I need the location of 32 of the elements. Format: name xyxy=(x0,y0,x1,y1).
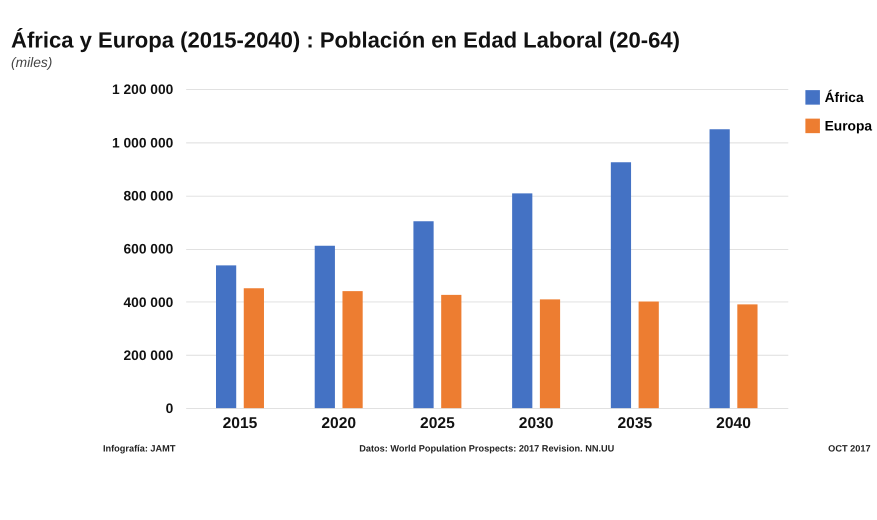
bar xyxy=(216,265,236,408)
y-tick-label: 800 000 xyxy=(124,188,174,204)
x-tick-label: 2035 xyxy=(617,414,653,432)
x-tick-label: 2020 xyxy=(321,414,356,432)
bar xyxy=(441,294,462,408)
bar xyxy=(314,246,335,408)
text: (miles) xyxy=(11,55,52,70)
x-tick-label: 2025 xyxy=(420,414,456,432)
bar xyxy=(413,221,434,408)
y-tick-label: 200 000 xyxy=(124,348,174,363)
text: OCT 2017 xyxy=(828,443,871,454)
x-tick-label: 2030 xyxy=(518,414,554,432)
bar xyxy=(638,302,659,408)
legend-label: Europa xyxy=(824,118,872,134)
bar xyxy=(737,304,758,408)
x-tick-label: 2040 xyxy=(716,414,752,432)
bar xyxy=(610,162,632,408)
chart-title: África y Europa (2015-2040) : Población en Edad Laboral (20-64) xyxy=(11,28,680,53)
y-tick-label: 1 200 000 xyxy=(112,82,174,98)
y-tick-label: 1 000 000 xyxy=(112,135,174,150)
x-tick-label: 2015 xyxy=(222,414,258,432)
bar xyxy=(244,288,264,408)
text: Infografía: JAMT xyxy=(102,443,176,454)
bar xyxy=(710,129,730,408)
legend-label: África xyxy=(824,88,864,105)
bar xyxy=(342,291,363,408)
y-tick-label: 0 xyxy=(166,401,174,416)
bar xyxy=(512,193,532,408)
y-tick-label: 400 000 xyxy=(124,294,174,310)
bar xyxy=(540,299,560,408)
text: Datos: World Population Prospects: 2017 Revision. NN.UU xyxy=(359,443,615,454)
y-tick-label: 600 000 xyxy=(124,242,174,257)
